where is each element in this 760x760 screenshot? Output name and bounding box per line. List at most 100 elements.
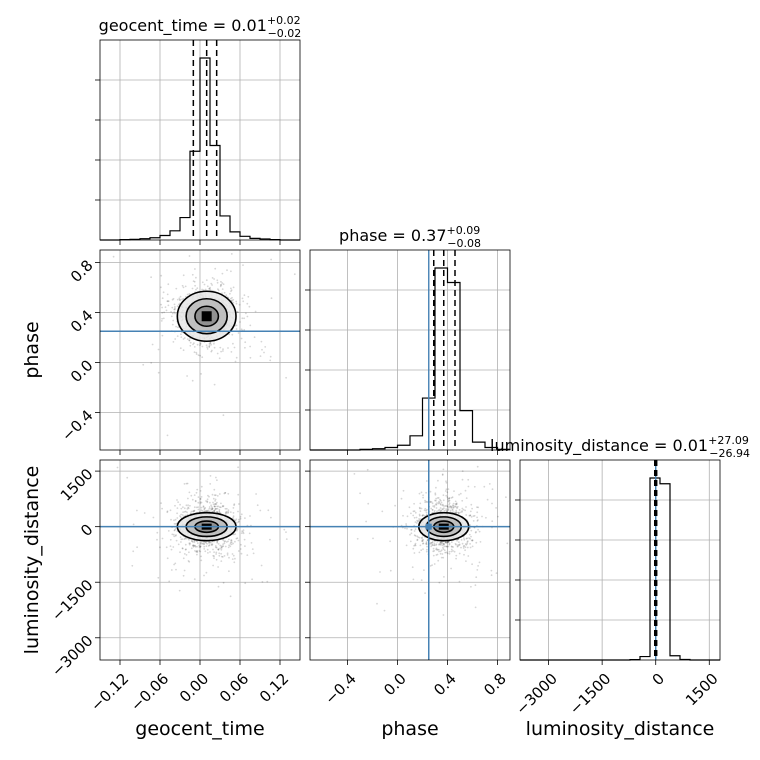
- sample-point: [441, 544, 444, 547]
- x-tick-label-luminosity_distance: −1500: [566, 670, 615, 719]
- sample-point: [224, 511, 227, 514]
- sample-point: [469, 514, 472, 517]
- sample-point: [182, 574, 185, 577]
- sample-point: [467, 555, 470, 557]
- sample-point: [530, 538, 532, 540]
- sample-point: [166, 557, 169, 560]
- sample-point: [174, 312, 176, 315]
- sample-point: [420, 491, 423, 494]
- sample-point: [188, 255, 191, 257]
- sample-point: [194, 284, 197, 287]
- sample-point: [200, 496, 203, 498]
- sample-point: [432, 547, 435, 550]
- sample-point: [161, 507, 164, 510]
- sample-point: [226, 269, 228, 272]
- sample-point: [214, 505, 216, 508]
- sample-point: [433, 542, 436, 545]
- sample-point: [185, 548, 187, 551]
- sample-point: [433, 544, 436, 546]
- sample-point: [234, 557, 236, 560]
- sample-point: [381, 510, 384, 513]
- sample-point: [452, 502, 455, 505]
- sample-point: [182, 349, 185, 352]
- sample-point: [424, 507, 427, 510]
- sample-point: [453, 505, 456, 508]
- sample-point: [192, 510, 195, 513]
- sample-point: [167, 283, 170, 286]
- sample-point: [214, 267, 217, 270]
- sample-point: [436, 553, 439, 556]
- sample-point: [421, 537, 423, 539]
- sample-point: [430, 501, 433, 503]
- sample-point: [246, 315, 249, 318]
- sample-point: [230, 253, 233, 255]
- sample-point: [156, 538, 158, 541]
- sample-point: [263, 351, 265, 354]
- sample-point: [471, 563, 473, 566]
- sample-point: [242, 532, 245, 535]
- sample-point: [232, 301, 235, 304]
- sample-point: [415, 516, 418, 519]
- sample-point: [235, 324, 238, 327]
- sample-point: [174, 562, 177, 565]
- sample-point: [431, 509, 434, 511]
- sample-point: [437, 497, 440, 499]
- panel-luminosity_distance-vs-geocent_time: [95, 460, 304, 665]
- sample-point: [226, 552, 229, 555]
- sample-point: [235, 518, 238, 521]
- sample-point: [188, 551, 190, 554]
- sample-point: [184, 543, 187, 546]
- sample-point: [469, 524, 472, 527]
- sample-point: [192, 510, 194, 513]
- sample-point: [435, 547, 438, 550]
- sample-point: [208, 342, 211, 345]
- panel-border: [99, 459, 301, 661]
- sample-point: [465, 560, 467, 562]
- sample-point: [204, 507, 207, 509]
- sample-point: [436, 549, 438, 551]
- sample-point: [185, 537, 188, 540]
- sample-point: [435, 486, 437, 489]
- sample-point: [470, 516, 473, 518]
- sample-point: [466, 537, 468, 540]
- sample-point: [216, 501, 218, 504]
- sample-point: [215, 244, 217, 246]
- sample-point: [205, 545, 208, 547]
- sample-point: [215, 476, 217, 479]
- sample-point: [199, 546, 202, 548]
- sample-point: [160, 286, 162, 289]
- sample-point: [367, 502, 370, 505]
- sample-point: [432, 550, 435, 553]
- sample-point: [210, 543, 213, 546]
- sample-point: [483, 485, 486, 488]
- sample-point: [192, 343, 194, 346]
- sample-point: [167, 300, 169, 303]
- sample-point: [192, 545, 195, 548]
- sample-point: [161, 311, 164, 314]
- x-tick-label-luminosity_distance: 1500: [682, 670, 722, 710]
- sample-point: [437, 509, 440, 512]
- sample-point: [177, 326, 179, 329]
- sample-point: [261, 348, 263, 351]
- sample-point: [232, 298, 235, 301]
- sample-point: [201, 543, 204, 545]
- sample-point: [231, 553, 234, 555]
- sample-point: [462, 545, 465, 548]
- sample-point: [447, 506, 450, 509]
- sample-point: [445, 541, 447, 544]
- panel-border: [99, 39, 301, 241]
- sample-point: [216, 352, 219, 355]
- sample-point: [405, 523, 407, 525]
- sample-point: [242, 264, 244, 266]
- sample-point: [240, 337, 243, 340]
- sample-point: [476, 511, 479, 514]
- sample-point: [447, 498, 449, 500]
- sample-point: [224, 545, 227, 548]
- sample-point: [182, 557, 185, 560]
- sample-point: [432, 505, 434, 507]
- sample-point: [302, 489, 304, 491]
- sample-point: [202, 505, 205, 508]
- histogram-geocent_time: [100, 57, 300, 241]
- sample-point: [445, 488, 448, 491]
- x-tick-label-geocent_time: −0.12: [87, 670, 132, 715]
